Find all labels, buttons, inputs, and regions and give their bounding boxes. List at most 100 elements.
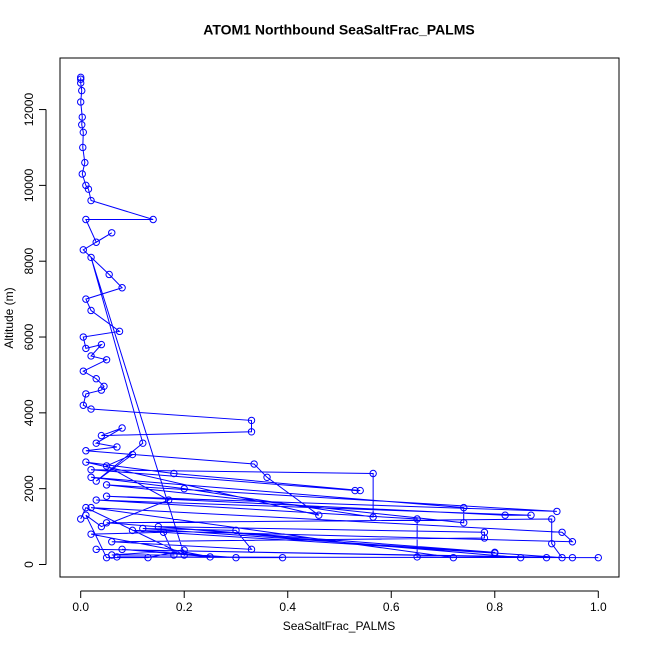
data-point: [82, 344, 90, 353]
data-point: [82, 458, 90, 466]
data-point: [102, 462, 111, 470]
data-point: [87, 196, 95, 205]
y-tick-label: 10000: [22, 168, 36, 202]
data-point: [102, 356, 111, 364]
y-axis-label: Altitude (m): [2, 287, 16, 348]
data-point: [82, 181, 90, 190]
data-point: [82, 295, 90, 303]
data-point: [87, 466, 95, 474]
data-point: [77, 515, 85, 523]
data-point: [170, 551, 178, 559]
data-point: [82, 215, 90, 224]
data-point: [108, 538, 116, 546]
data-point: [250, 460, 258, 468]
data-point: [170, 469, 178, 478]
data-point: [180, 484, 188, 493]
data-point: [78, 170, 86, 178]
data-point: [118, 545, 126, 554]
y-tick-label: 2000: [22, 475, 36, 502]
data-point: [263, 473, 271, 481]
data-point: [568, 553, 577, 562]
data-point: [87, 473, 95, 481]
data-point: [87, 530, 95, 538]
data-point: [542, 553, 551, 562]
data-point: [449, 553, 458, 562]
data-point: [118, 424, 126, 432]
data-point: [87, 306, 95, 315]
data-point: [369, 469, 377, 478]
data-point: [232, 526, 240, 535]
data-point: [87, 405, 95, 413]
data-point: [206, 553, 214, 561]
data-point: [77, 98, 85, 106]
data-point: [144, 553, 152, 562]
x-tick-label: 0.0: [72, 600, 89, 614]
data-point: [81, 158, 89, 167]
data-point: [82, 447, 90, 455]
data-point: [102, 519, 111, 527]
data-point: [92, 375, 100, 383]
y-tick-label: 0: [22, 561, 36, 568]
data-point: [97, 340, 106, 349]
data-point: [115, 327, 124, 336]
y-tick-label: 6000: [22, 323, 36, 350]
data-point: [118, 284, 126, 292]
data-point: [79, 401, 87, 409]
data-point: [501, 511, 509, 519]
x-tick-label: 0.8: [486, 600, 503, 614]
data-point: [79, 246, 87, 254]
data-point: [480, 534, 489, 542]
data-point: [247, 545, 256, 554]
data-point: [108, 229, 116, 237]
data-point: [159, 528, 168, 536]
data-point: [82, 503, 90, 512]
data-point: [78, 121, 86, 129]
x-tick-label: 1.0: [590, 600, 607, 614]
data-point: [516, 553, 525, 562]
y-tick-label: 4000: [22, 399, 36, 426]
data-point: [97, 522, 106, 531]
data-point: [113, 553, 121, 561]
data-point: [548, 515, 556, 523]
data-point: [92, 439, 100, 447]
data-point: [77, 73, 85, 82]
data-point: [315, 511, 323, 519]
data-point: [548, 539, 556, 548]
plot-box: [59, 57, 620, 578]
data-point: [247, 428, 256, 436]
data-point: [356, 486, 364, 495]
data-point: [79, 143, 87, 152]
data-point: [247, 416, 256, 425]
data-point: [553, 507, 561, 516]
data-point: [87, 503, 95, 512]
data-point: [102, 481, 111, 489]
data-point: [558, 553, 566, 562]
chart-title: ATOM1 Northbound SeaSaltFrac_PALMS: [203, 22, 474, 38]
data-point: [92, 545, 100, 554]
data-point: [232, 553, 240, 562]
data-point: [102, 492, 111, 500]
data-point: [92, 477, 100, 485]
data-point: [413, 553, 421, 561]
data-point: [82, 390, 90, 398]
data-point: [568, 538, 577, 546]
data-point: [77, 75, 85, 83]
data-point: [105, 270, 113, 279]
data-point: [78, 113, 86, 121]
data-point: [558, 528, 566, 536]
data-point: [97, 431, 106, 440]
data-point: [82, 511, 90, 519]
data-point: [154, 522, 163, 531]
data-point: [351, 486, 359, 495]
data-point: [113, 443, 121, 451]
data-point: [84, 185, 93, 193]
y-tick-label: 8000: [22, 248, 36, 275]
data-point: [77, 79, 85, 87]
data-point: [460, 503, 468, 512]
data-point: [92, 496, 100, 504]
data-point: [87, 253, 95, 262]
data-point: [102, 553, 111, 562]
data-point: [128, 526, 137, 535]
data-point: [369, 513, 377, 521]
data-point: [100, 382, 108, 391]
